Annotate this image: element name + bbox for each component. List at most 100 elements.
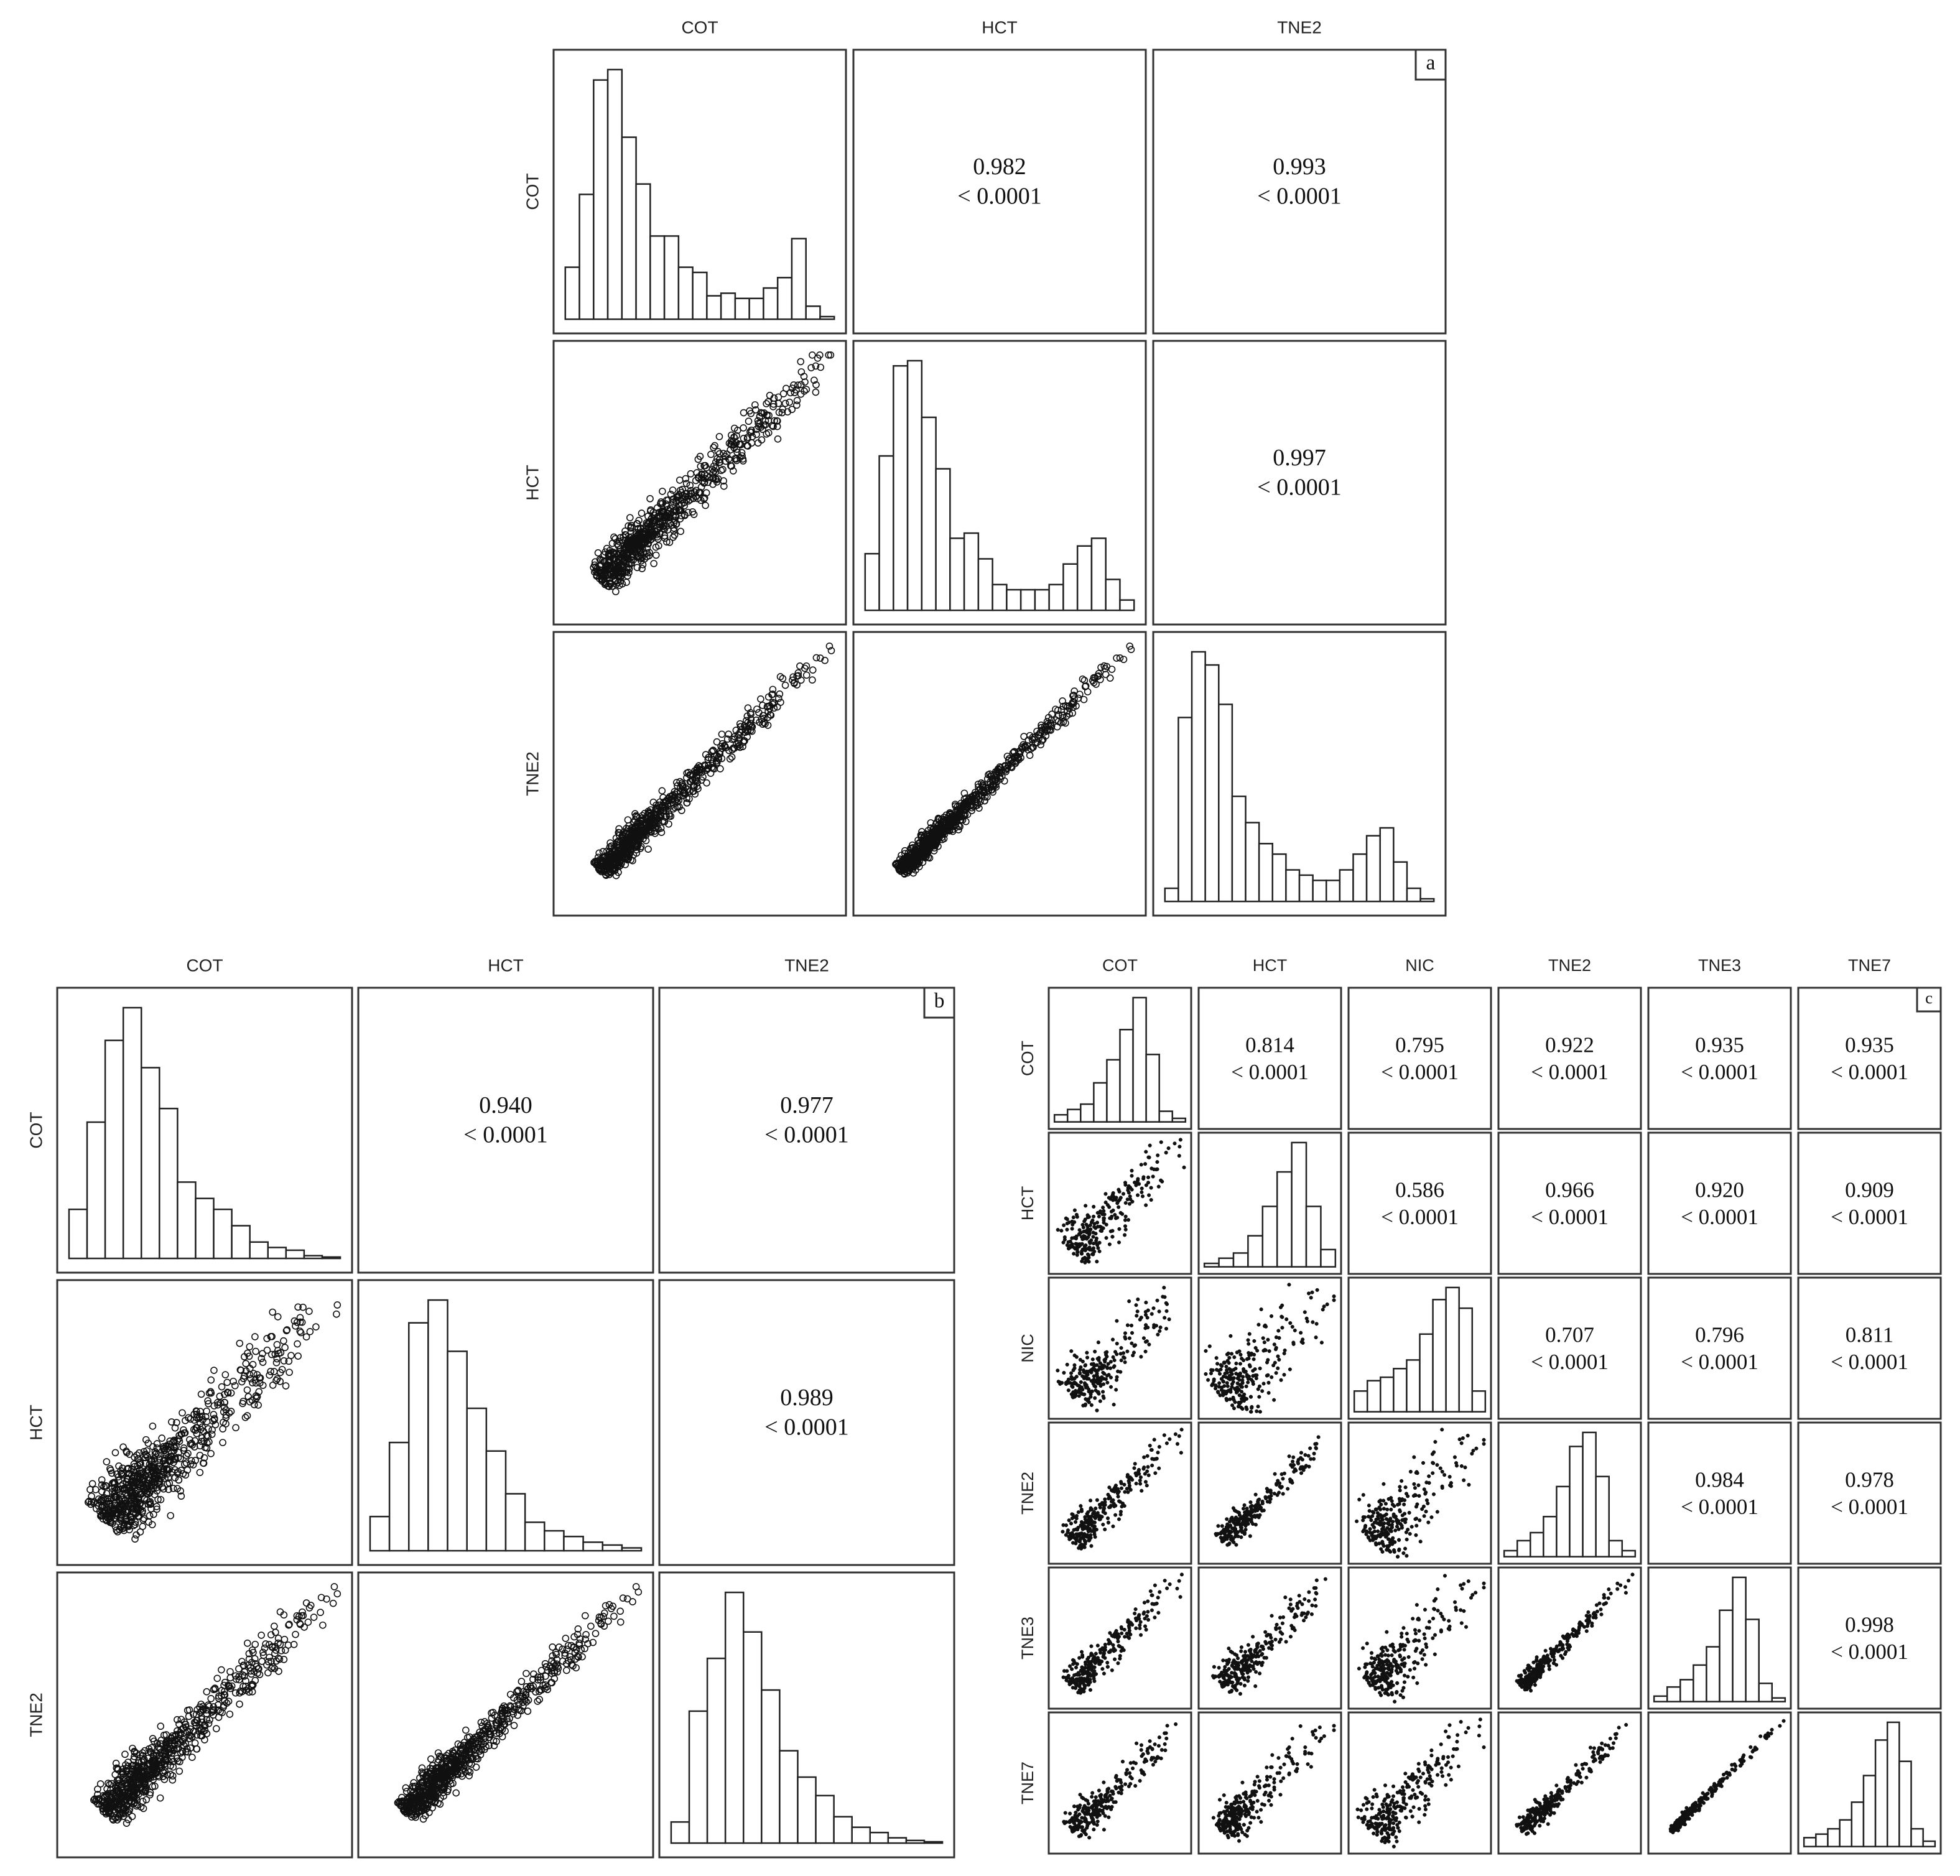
scatter-point bbox=[1149, 1186, 1153, 1190]
scatter-point bbox=[90, 1499, 98, 1507]
scatter-point bbox=[1084, 1204, 1088, 1208]
scatter-point bbox=[147, 1505, 155, 1513]
scatter-point bbox=[933, 818, 941, 826]
histogram-bar bbox=[742, 1631, 763, 1844]
scatter-point bbox=[731, 733, 738, 741]
scatter-point bbox=[121, 1500, 129, 1507]
scatter-point bbox=[993, 772, 1000, 779]
scatter-point bbox=[1120, 656, 1128, 663]
scatter-point bbox=[462, 1726, 470, 1734]
scatter-point bbox=[1126, 1188, 1130, 1192]
scatter-point bbox=[1092, 1204, 1096, 1209]
scatter-point bbox=[198, 1434, 206, 1442]
scatter-point bbox=[171, 1424, 179, 1432]
scatter-point bbox=[633, 520, 641, 527]
scatter-point bbox=[149, 1442, 157, 1451]
scatter-point bbox=[1069, 704, 1077, 711]
scatter-point bbox=[707, 769, 715, 777]
scatter-point bbox=[1123, 1335, 1127, 1339]
scatter-point bbox=[817, 363, 825, 371]
scatter-point bbox=[333, 1590, 341, 1598]
scatter-point bbox=[1130, 1330, 1135, 1335]
scatter-point bbox=[1072, 1220, 1077, 1224]
scatter-point bbox=[285, 1357, 293, 1365]
scatter-point bbox=[1075, 1383, 1080, 1388]
scatter-point bbox=[1061, 1240, 1066, 1245]
scatter-point bbox=[930, 831, 938, 839]
scatter-point bbox=[717, 743, 725, 750]
scatter-point bbox=[1035, 731, 1043, 739]
scatter-point bbox=[244, 1393, 253, 1401]
scatter-point bbox=[280, 1357, 288, 1365]
scatter-point bbox=[608, 582, 616, 590]
scatter-point bbox=[1131, 1350, 1136, 1355]
scatter-point bbox=[766, 391, 774, 399]
scatter-point bbox=[1098, 1399, 1102, 1403]
scatter-point bbox=[1156, 1332, 1160, 1337]
p-value: < 0.0001 bbox=[764, 1122, 848, 1148]
scatter-point bbox=[655, 518, 663, 526]
scatter-point bbox=[1261, 1381, 1266, 1386]
scatter-point bbox=[812, 388, 820, 396]
scatter-point bbox=[1108, 1360, 1113, 1364]
histogram-bar bbox=[963, 532, 980, 611]
panel-label: b bbox=[934, 990, 945, 1013]
scatter-point bbox=[659, 807, 667, 815]
scatter-point bbox=[128, 1516, 136, 1523]
scatter-point bbox=[1069, 1371, 1074, 1375]
scatter-point bbox=[978, 791, 986, 799]
scatter-point bbox=[1128, 1194, 1132, 1199]
scatter-point bbox=[1102, 1372, 1107, 1376]
scatter-point bbox=[1070, 1242, 1074, 1247]
scatter-point bbox=[208, 1431, 216, 1438]
scatter-point bbox=[1107, 1242, 1112, 1247]
cell-frame bbox=[658, 987, 955, 1274]
scatter-point bbox=[677, 527, 685, 536]
scatter-point bbox=[949, 827, 957, 835]
scatter-point bbox=[595, 849, 603, 857]
scatter-point bbox=[1136, 1177, 1140, 1181]
scatter-point bbox=[591, 568, 598, 576]
histogram-bar bbox=[1232, 1252, 1249, 1268]
scatter-point bbox=[673, 779, 680, 786]
scatter-point bbox=[675, 796, 683, 804]
scatter-point bbox=[319, 1621, 327, 1629]
scatter-point bbox=[656, 519, 664, 526]
scatter-point bbox=[1088, 1223, 1092, 1227]
scatter-point bbox=[1056, 1380, 1061, 1384]
scatter-point bbox=[1069, 1349, 1074, 1354]
scatter-point bbox=[1143, 1326, 1148, 1330]
scatter-point bbox=[290, 1641, 298, 1648]
column-header: COT bbox=[1102, 956, 1138, 975]
scatter-point bbox=[103, 1490, 111, 1498]
scatter-point bbox=[163, 1442, 171, 1449]
scatter-point bbox=[310, 1614, 318, 1621]
histogram-bar bbox=[692, 271, 708, 320]
scatter-point bbox=[753, 705, 761, 713]
histogram-bar bbox=[1019, 588, 1036, 611]
scatter-point bbox=[132, 1506, 139, 1513]
scatter-point bbox=[1103, 1377, 1108, 1381]
scatter-point bbox=[182, 1459, 190, 1467]
scatter-point bbox=[590, 564, 597, 572]
scatter-point bbox=[797, 368, 806, 376]
scatter-point bbox=[996, 766, 1004, 774]
scatter-point bbox=[1101, 665, 1109, 672]
scatter-point bbox=[134, 1479, 142, 1487]
scatter-point bbox=[619, 1594, 627, 1602]
histogram-bar bbox=[593, 79, 609, 320]
scatter-point bbox=[252, 1347, 259, 1355]
scatter-point bbox=[1315, 1288, 1319, 1292]
scatter-point bbox=[181, 1429, 189, 1437]
cell-frame bbox=[357, 1279, 654, 1566]
scatter-point bbox=[960, 795, 968, 803]
scatter-point bbox=[812, 362, 820, 370]
scatter-point bbox=[775, 694, 783, 702]
scatter-point bbox=[634, 532, 642, 540]
scatter-point bbox=[1070, 699, 1078, 707]
scatter-point bbox=[1083, 1260, 1087, 1265]
scatter-point bbox=[111, 1484, 119, 1492]
scatter-point bbox=[1265, 1360, 1270, 1365]
scatter-point bbox=[329, 1599, 337, 1607]
